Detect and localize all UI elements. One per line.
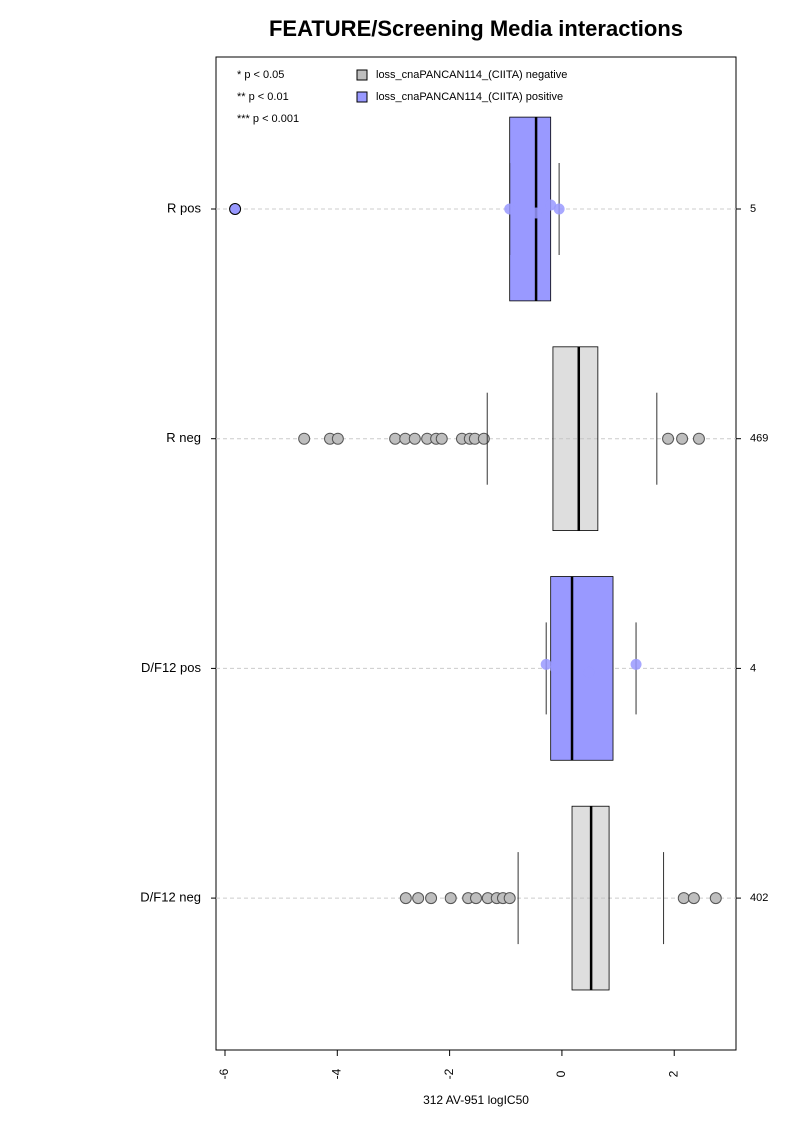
y-tick-label: D/F12 neg <box>140 890 201 905</box>
data-point <box>687 892 700 905</box>
y-tick-label: R neg <box>166 430 201 445</box>
x-tick-label: 2 <box>666 1070 680 1077</box>
y-tick-label: R pos <box>167 200 201 215</box>
data-point <box>709 892 722 905</box>
data-point <box>298 432 311 445</box>
data-point <box>444 892 457 905</box>
data-point <box>545 199 557 211</box>
data-point <box>408 432 421 445</box>
data-point <box>412 892 425 905</box>
data-point <box>229 203 242 215</box>
data-point <box>389 432 402 445</box>
x-tick-label: -4 <box>329 1068 343 1079</box>
count-label: 5 <box>750 203 756 215</box>
x-tick-label: -6 <box>217 1068 231 1079</box>
data-point <box>425 892 438 905</box>
count-label: 469 <box>750 433 768 445</box>
chart-title: FEATURE/Screening Media interactions <box>269 16 683 41</box>
data-point <box>662 432 675 445</box>
data-point <box>331 432 344 445</box>
data-point <box>503 892 516 905</box>
x-tick-label: -2 <box>442 1068 456 1079</box>
data-point <box>583 666 595 678</box>
data-point <box>530 207 542 219</box>
box <box>552 346 599 531</box>
legend-swatch <box>356 91 368 103</box>
data-point <box>553 203 565 215</box>
data-point <box>504 203 516 215</box>
data-point <box>677 892 690 905</box>
p-value-note: ** p < 0.01 <box>237 91 289 103</box>
p-value-note: * p < 0.05 <box>237 69 284 81</box>
x-axis-label: 312 AV-951 logIC50 <box>423 1093 529 1107</box>
count-label: 4 <box>750 662 756 674</box>
data-point <box>630 658 642 670</box>
legend-swatch <box>356 69 368 81</box>
p-value-note: *** p < 0.001 <box>237 113 299 125</box>
box <box>509 116 552 302</box>
x-tick-label: 0 <box>554 1070 568 1077</box>
data-point <box>399 892 412 905</box>
legend-label: loss_cnaPANCAN114_(CIITA) positive <box>376 91 563 103</box>
data-point <box>477 432 490 445</box>
data-point <box>692 432 705 445</box>
data-point <box>540 658 552 670</box>
data-point <box>550 662 562 674</box>
data-point <box>676 432 689 445</box>
count-label: 402 <box>750 892 768 904</box>
data-point <box>435 432 448 445</box>
legend-label: loss_cnaPANCAN114_(CIITA) negative <box>376 69 567 81</box>
data-point <box>470 892 482 905</box>
y-tick-label: D/F12 pos <box>141 660 201 675</box>
